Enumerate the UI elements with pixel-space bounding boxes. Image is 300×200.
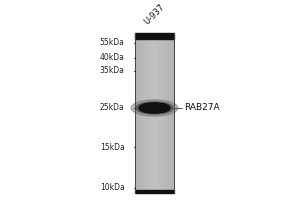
Bar [137,33,138,193]
Bar [147,33,148,193]
Bar [170,33,171,193]
Bar [164,33,165,193]
Bar [149,33,150,193]
Bar [154,33,155,193]
Bar [142,33,143,193]
Bar [135,33,174,39]
Bar [167,33,169,193]
Bar [163,33,164,193]
Bar [139,33,140,193]
Bar [166,33,167,193]
Bar [152,33,153,193]
Bar [147,33,148,193]
Bar [153,33,154,193]
Text: 15kDa: 15kDa [100,143,124,152]
Bar [150,33,151,193]
Bar [169,33,170,193]
Bar [173,33,174,193]
Bar [138,33,139,193]
Bar [135,33,136,193]
Bar [154,33,155,193]
Text: 40kDa: 40kDa [100,53,124,62]
Ellipse shape [136,102,173,114]
Bar [160,33,161,193]
Bar [143,33,144,193]
Ellipse shape [131,100,178,116]
Bar [162,33,163,193]
Bar [151,33,152,193]
Bar [172,33,173,193]
Bar [135,190,174,193]
Text: 10kDa: 10kDa [100,183,124,192]
Bar [168,33,169,193]
Bar [162,33,163,193]
Bar [151,33,152,193]
Bar [148,33,149,193]
Ellipse shape [139,103,170,113]
Bar [136,33,137,193]
Bar [166,33,167,193]
Bar [169,33,170,193]
Bar [167,33,168,193]
Bar [165,33,166,193]
Bar [158,33,159,193]
Text: 35kDa: 35kDa [100,66,124,75]
Bar [173,33,174,193]
Text: U-937: U-937 [142,2,167,26]
Text: 55kDa: 55kDa [100,38,124,47]
Text: RAB27A: RAB27A [184,103,220,112]
Bar [159,33,160,193]
Bar [144,33,145,193]
Bar [143,33,144,193]
Bar [171,33,172,193]
Bar [138,33,139,193]
Bar [140,33,141,193]
Bar [171,33,172,193]
Text: 25kDa: 25kDa [100,103,124,112]
Bar [149,33,150,193]
Bar [160,33,161,193]
Bar [156,33,157,193]
Bar [157,33,158,193]
Bar [157,33,158,193]
Bar [145,33,146,193]
Bar [155,33,156,193]
Bar [146,33,147,193]
Bar [158,33,159,193]
Bar [152,33,154,193]
Bar [161,33,162,193]
Bar [141,33,142,193]
